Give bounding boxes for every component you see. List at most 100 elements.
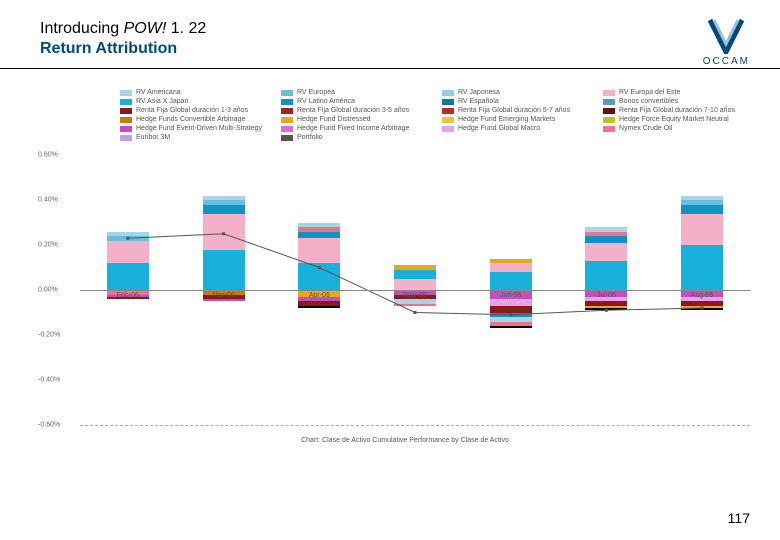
x-tick-label: Aug-06 xyxy=(691,292,714,299)
legend-swatch xyxy=(442,90,454,96)
bar-segment xyxy=(681,205,723,214)
legend-label: Hedge Fund Fixed Income Arbitrage xyxy=(297,125,409,132)
legend-label: Nymex Crude Oil xyxy=(619,125,672,132)
title-version: 1. 22 xyxy=(166,20,206,37)
bar-segment xyxy=(107,241,149,264)
logo: OCCAM xyxy=(703,18,750,67)
legend-label: Hedge Fund Event-Driven Multi-Strategy xyxy=(136,125,262,132)
bar-segment xyxy=(585,236,627,243)
bar-segment xyxy=(394,304,436,306)
legend-swatch xyxy=(120,99,132,105)
legend-swatch xyxy=(120,126,132,132)
title-subtitle: Return Attribution xyxy=(40,40,750,58)
legend-label: Renta Fija Global duración 7-10 años xyxy=(619,107,735,114)
legend-label: RV Española xyxy=(458,98,499,105)
legend-item: Hedge Fund Fixed Income Arbitrage xyxy=(281,125,428,132)
logo-text: OCCAM xyxy=(703,56,750,67)
legend-swatch xyxy=(442,108,454,114)
x-tick-label: May-06 xyxy=(403,292,426,299)
title-pow: POW! xyxy=(124,20,167,37)
y-tick-label: -0.20% xyxy=(38,332,60,339)
legend-item: Nymex Crude Oil xyxy=(603,125,750,132)
legend-swatch xyxy=(603,90,615,96)
bar-segment xyxy=(681,245,723,290)
legend-item: RV Asia X Japan xyxy=(120,98,267,105)
bar-stack-positive xyxy=(394,265,436,290)
page-number: 117 xyxy=(728,510,750,526)
legend-item: Bonos convertibles xyxy=(603,98,750,105)
legend-item: Portfolio xyxy=(281,134,428,141)
bar-segment xyxy=(490,263,532,272)
x-tick-label: Jul-06 xyxy=(597,292,616,299)
legend-item: Hedge Funds Convertible Arbitrage xyxy=(120,116,267,123)
legend-label: Renta Fija Global duración 5-7 años xyxy=(458,107,570,114)
y-tick-label: 0.20% xyxy=(38,242,58,249)
legend-label: Hedge Fund Global Macro xyxy=(458,125,540,132)
y-tick-label: 0.60% xyxy=(38,152,58,159)
bar-segment xyxy=(203,250,245,291)
bar-segment xyxy=(107,263,149,290)
x-tick-label: Apr-06 xyxy=(309,292,330,299)
bar-segment xyxy=(490,272,532,290)
y-tick-label: 0.40% xyxy=(38,197,58,204)
legend-label: Euribor 3M xyxy=(136,134,170,141)
legend-label: RV Latino América xyxy=(297,98,355,105)
legend-item: Hedge Fund Event-Driven Multi-Strategy xyxy=(120,125,267,132)
legend-item: Renta Fija Global duración 3-5 años xyxy=(281,107,428,114)
legend-label: Hedge Fund Emerging Markets xyxy=(458,116,555,123)
bar-segment xyxy=(585,308,627,310)
legend-label: RV Europea xyxy=(297,89,335,96)
legend-swatch xyxy=(281,126,293,132)
bar-segment xyxy=(681,308,723,310)
legend-label: Renta Fija Global duración 1-3 años xyxy=(136,107,248,114)
y-tick-label: 0.00% xyxy=(38,287,58,294)
legend-label: Hedge Force Equity Market Neutral xyxy=(619,116,729,123)
chart-area: RV AmericanaRV EuropeaRV JaponesaRV Euro… xyxy=(0,69,780,444)
bar-stack-positive xyxy=(298,223,340,291)
legend-label: RV Asia X Japan xyxy=(136,98,188,105)
legend-item: Renta Fija Global duración 1-3 años xyxy=(120,107,267,114)
bar-stack-positive xyxy=(203,196,245,291)
legend-swatch xyxy=(120,90,132,96)
legend-swatch xyxy=(120,135,132,141)
bar-stack-positive xyxy=(107,232,149,291)
bar-segment xyxy=(298,263,340,290)
y-tick-label: -0.40% xyxy=(38,377,60,384)
bar-segment xyxy=(298,306,340,308)
legend-swatch xyxy=(281,99,293,105)
legend-swatch xyxy=(120,108,132,114)
legend-label: RV Americana xyxy=(136,89,181,96)
legend-label: Hedge Funds Convertible Arbitrage xyxy=(136,116,245,123)
x-tick-label: Mar-06 xyxy=(212,292,234,299)
legend-item: RV Española xyxy=(442,98,589,105)
bar-segment xyxy=(585,261,627,290)
bar-segment xyxy=(298,238,340,263)
bar-segment xyxy=(203,299,245,301)
legend-label: Bonos convertibles xyxy=(619,98,678,105)
legend-label: Portfolio xyxy=(297,134,323,141)
bar-segment xyxy=(490,326,532,328)
legend-swatch xyxy=(442,126,454,132)
bar-segment xyxy=(394,279,436,290)
bar-segment xyxy=(681,214,723,246)
y-tick-label: -0.60% xyxy=(38,422,60,429)
legend-label: RV Europa del Este xyxy=(619,89,680,96)
title-prefix: Introducing xyxy=(40,20,124,37)
legend-label: Renta Fija Global duración 3-5 años xyxy=(297,107,409,114)
legend-item: Hedge Fund Distressed xyxy=(281,116,428,123)
legend-swatch xyxy=(603,126,615,132)
bar-segment xyxy=(490,306,532,313)
legend-item: RV Americana xyxy=(120,89,267,96)
legend-item: Renta Fija Global duración 7-10 años xyxy=(603,107,750,114)
legend-item: Hedge Fund Global Macro xyxy=(442,125,589,132)
legend-item: Hedge Fund Emerging Markets xyxy=(442,116,589,123)
slide-header: Introducing POW! 1. 22 Return Attributio… xyxy=(0,0,780,69)
zero-axis xyxy=(80,290,750,291)
bar-stack-positive xyxy=(585,227,627,290)
bar-stack-positive xyxy=(490,259,532,291)
x-tick-label: Feb-06 xyxy=(117,292,139,299)
legend-item: RV Europa del Este xyxy=(603,89,750,96)
bar-segment xyxy=(490,299,532,306)
legend-swatch xyxy=(442,99,454,105)
legend-item: Hedge Force Equity Market Neutral xyxy=(603,116,750,123)
